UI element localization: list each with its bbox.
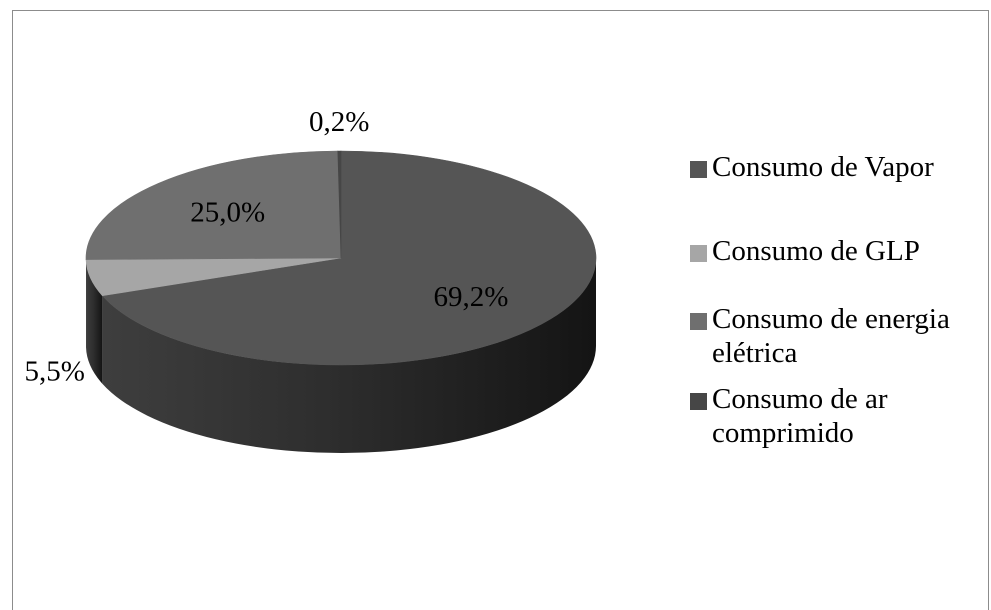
data-label-consumo-de-ar-comprimido: 0,2%: [309, 106, 369, 138]
legend-label: Consumo de energia elétrica: [712, 302, 980, 370]
legend-item-consumo-de-energia-eletrica: Consumo de energia elétrica: [690, 302, 980, 370]
legend-label: Consumo de Vapor: [712, 150, 980, 184]
legend-swatch-icon: [690, 313, 707, 330]
legend-swatch-icon: [690, 161, 707, 178]
legend-item-consumo-de-vapor: Consumo de Vapor: [690, 150, 980, 184]
legend-label: Consumo de GLP: [712, 234, 980, 268]
data-label-consumo-de-energia-eletrica: 25,0%: [190, 197, 265, 229]
legend-label: Consumo de ar comprimido: [712, 382, 980, 450]
legend-swatch-icon: [690, 245, 707, 262]
data-label-consumo-de-vapor: 69,2%: [434, 281, 509, 313]
data-label-consumo-de-glp: 5,5%: [24, 356, 84, 388]
legend-item-consumo-de-ar-comprimido: Consumo de ar comprimido: [690, 382, 980, 450]
legend-item-consumo-de-glp: Consumo de GLP: [690, 234, 980, 268]
legend-swatch-icon: [690, 393, 707, 410]
